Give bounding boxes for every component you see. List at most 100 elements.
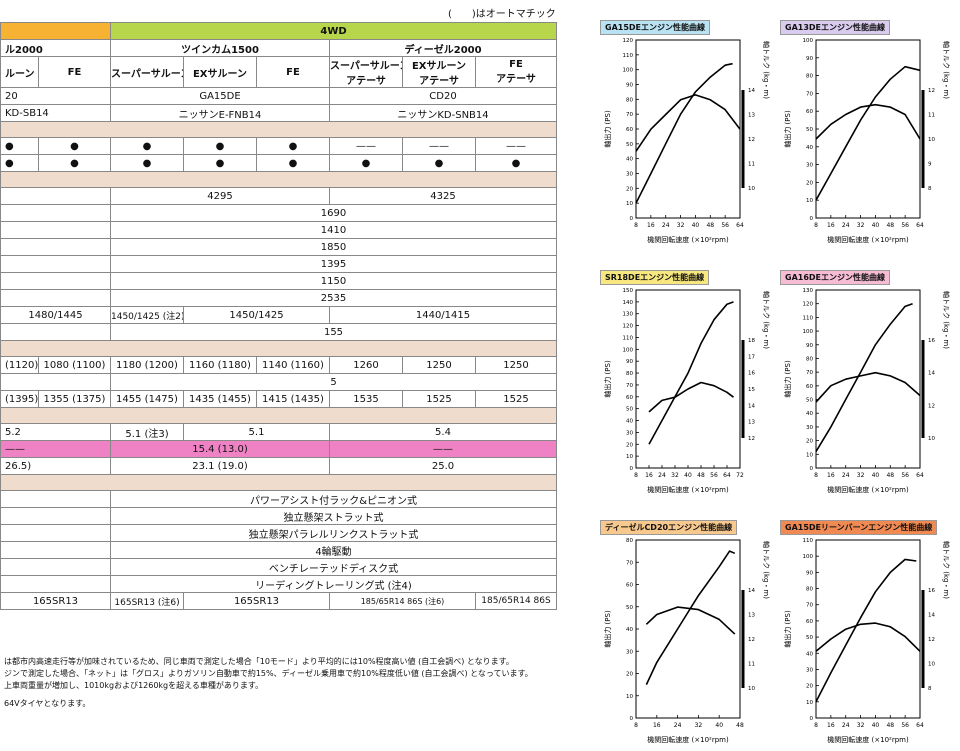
engine-diesel: CD20 <box>328 87 558 105</box>
y2-tick-label: 14 <box>928 613 935 619</box>
dim-row: 1150 <box>0 272 558 290</box>
x-tick-label: 56 <box>901 722 909 729</box>
y-tick-label: 0 <box>630 716 634 722</box>
x-tick-label: 16 <box>827 722 835 729</box>
equip-row: ● ● ● ● ● —— —— —— <box>0 137 558 155</box>
y-tick-label: 40 <box>626 627 633 633</box>
y-tick-label: 20 <box>626 442 633 448</box>
y2-tick-label: 12 <box>928 637 935 643</box>
y-tick-label: 110 <box>803 538 814 544</box>
fuel10-row: —— 15.4 (13.0) —— <box>0 440 558 458</box>
equip-cell: ● <box>38 137 111 155</box>
x-tick-label: 8 <box>814 472 818 479</box>
y-tick-label: 20 <box>806 684 813 690</box>
y2-axis-label: 軸トルク (kg・m) <box>762 291 770 349</box>
x-tick-label: 32 <box>857 222 865 229</box>
grade-name: EXサルーン <box>411 61 467 72</box>
weight-cell: (1120) <box>0 356 39 374</box>
grade-sub: アテーサ <box>496 74 536 85</box>
cell <box>0 187 111 205</box>
y2-tick-label: 8 <box>928 686 932 692</box>
y-tick-label: 100 <box>803 329 814 335</box>
mech-row: パワーアシスト付ラック&ピニオン式 <box>0 490 558 508</box>
y-tick-label: 0 <box>810 716 814 722</box>
fuel60-twincam: 23.1 (19.0) <box>110 457 330 475</box>
section-band <box>0 407 558 424</box>
x-tick-label: 8 <box>814 222 818 229</box>
engine-chart: SR18DEエンジン性能曲線 8 16 24 32 40 48 56 64 72 0 10 20 30 40… <box>600 270 770 500</box>
section-band <box>0 121 558 138</box>
y-tick-label: 80 <box>626 97 633 103</box>
weight-row: (1120) 1080 (1100) 1180 (1200) 1160 (118… <box>0 356 558 374</box>
weight-cell: 1080 (1100) <box>38 356 111 374</box>
y-tick-label: 50 <box>806 127 813 133</box>
y-axis-label: 軸出力 (PS) <box>783 610 792 648</box>
dim-row: 1395 <box>0 255 558 273</box>
x-tick-label: 24 <box>842 722 850 729</box>
turn-c1: 5.1 (注3) <box>110 423 184 441</box>
y-tick-label: 10 <box>806 452 813 458</box>
fuel60-left: 26.5) <box>0 457 111 475</box>
y-tick-label: 100 <box>803 554 814 560</box>
fuel10-left: —— <box>0 440 111 458</box>
y2-tick-label: 13 <box>748 420 755 426</box>
x-tick-label: 56 <box>721 222 729 229</box>
mech-row: リーディングトレーリング式 (注4) <box>0 575 558 593</box>
y-tick-label: 70 <box>626 560 633 566</box>
y-tick-label: 50 <box>626 142 633 148</box>
cell <box>0 575 111 593</box>
y2-tick-label: 17 <box>748 354 755 360</box>
power-curve <box>815 558 917 703</box>
equip-cell: ● <box>256 154 330 172</box>
model-twincam: ニッサンE-FNB14 <box>110 104 330 122</box>
cell <box>0 558 111 576</box>
equip-cell: ● <box>183 137 257 155</box>
y2-axis-label: 軸トルク (kg・m) <box>762 41 770 99</box>
x-tick-label: 24 <box>842 472 850 479</box>
dim-value: 1410 <box>109 221 558 239</box>
y2-axis-label: 軸トルク (kg・m) <box>762 541 770 599</box>
y-tick-label: 120 <box>803 302 814 308</box>
x-tick-label: 16 <box>647 222 655 229</box>
cell <box>0 221 111 239</box>
y-tick-label: 10 <box>626 454 633 460</box>
x-axis-label: 機関回転速度 (×10²rpm) <box>827 735 909 744</box>
y2-tick-label: 16 <box>748 371 755 377</box>
footnotes: は都市内高速走行等が加味されているため、同じ車両で測定した場合「10モード」より… <box>4 656 554 710</box>
y-tick-label: 60 <box>806 384 813 390</box>
y-tick-label: 40 <box>806 145 813 151</box>
engine-chart: GA16DEエンジン性能曲線 8 16 24 32 40 48 56 64 0 10 20 30 40 50… <box>780 270 950 500</box>
grade-cell: EXサルーン アテーサ <box>402 56 476 88</box>
gross-cell: 1355 (1375) <box>38 390 111 408</box>
engine-chart: GA13DEエンジン性能曲線 8 16 24 32 40 48 56 64 0 10 20 30 40 50… <box>780 20 950 250</box>
chart-svg: 8 16 24 32 40 48 56 64 0 10 20 30 40 50 60 70 80 90 100 110… <box>783 288 950 494</box>
grade-cell: スーパーサルーン <box>110 56 184 88</box>
tire-c2: 165SR13 <box>183 592 330 610</box>
x-tick-label: 48 <box>886 472 894 479</box>
power-curve <box>645 550 736 685</box>
x-tick-label: 40 <box>872 222 880 229</box>
x-tick-label: 16 <box>827 472 835 479</box>
y-tick-label: 90 <box>806 56 813 62</box>
y2-axis-label: 軸トルク (kg・m) <box>942 291 950 349</box>
equip-cell: ● <box>474 154 558 172</box>
y2-axis-label: 軸トルク (kg・m) <box>942 41 950 99</box>
y2-tick-label: 14 <box>748 403 755 409</box>
equip-cell: ● <box>402 154 476 172</box>
cell <box>0 204 111 222</box>
tire-left: 165SR13 <box>0 592 111 610</box>
y-tick-label: 60 <box>626 583 633 589</box>
x-tick-label: 32 <box>677 222 685 229</box>
y-tick-label: 70 <box>806 370 813 376</box>
gross-cell: 1435 (1455) <box>183 390 257 408</box>
grade-cell: FE アテーサ <box>474 56 558 88</box>
x-tick-label: 48 <box>706 222 714 229</box>
weight-cell: 1250 <box>402 356 476 374</box>
plot-frame <box>815 539 921 719</box>
turn-left: 5.2 <box>0 423 111 441</box>
x-tick-label: 16 <box>645 472 653 479</box>
x-axis-label: 機関回転速度 (×10²rpm) <box>647 235 729 244</box>
equip-cell: ● <box>329 154 403 172</box>
weight-cell: 1160 (1180) <box>183 356 257 374</box>
tire-d1: 185/65R14 86S (注6) <box>329 592 476 610</box>
